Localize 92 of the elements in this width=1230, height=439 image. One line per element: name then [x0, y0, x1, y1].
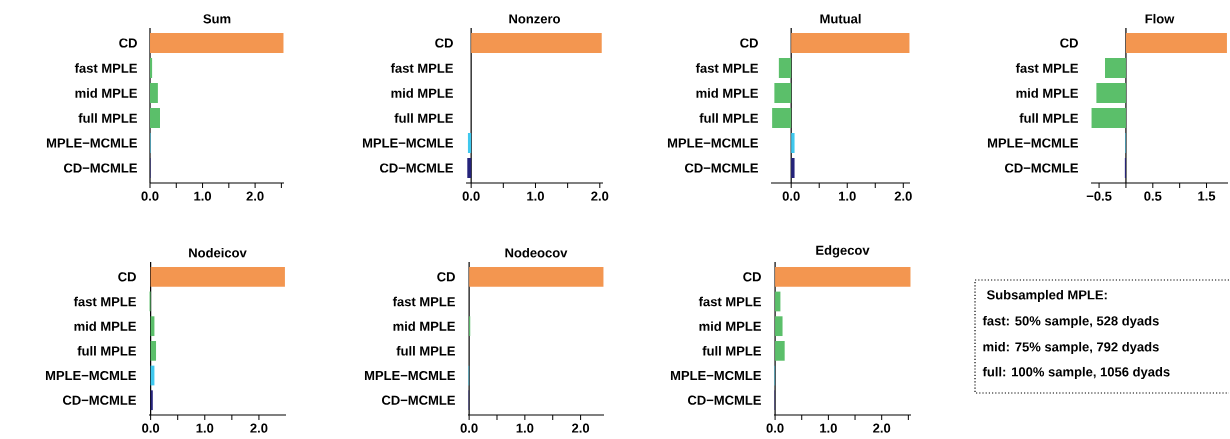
bar	[150, 108, 160, 128]
bar	[791, 158, 795, 178]
bar	[150, 33, 284, 53]
y-tick-label: MPLE−MCMLE	[46, 138, 137, 148]
y-tick-label: mid MPLE	[696, 88, 758, 98]
bar	[775, 291, 781, 312]
y-tick-label: CD−MCMLE	[62, 395, 136, 405]
y-tick-label: full MPLE	[77, 346, 136, 356]
x-tick-label: 2.0	[873, 423, 891, 433]
x-tick-label: 2.0	[246, 191, 264, 201]
x-tick-label: 2.0	[250, 423, 268, 433]
y-tick-label: CD−MCMLE	[381, 395, 455, 405]
chart-title: Nonzero	[509, 14, 560, 24]
y-tick-label: MPLE−MCMLE	[987, 138, 1078, 148]
y-tick-label: full MPLE	[702, 346, 761, 356]
y-tick-label: MPLE−MCMLE	[667, 138, 758, 148]
bar	[775, 266, 911, 287]
chart-title: Nodeicov	[189, 247, 247, 258]
y-tick-label: mid MPLE	[1016, 88, 1078, 98]
x-tick-label: 1.0	[516, 423, 534, 433]
bar	[150, 266, 285, 287]
y-tick-label: fast MPLE	[392, 296, 455, 307]
x-tick-label: 0.0	[141, 191, 159, 201]
y-tick-label: full MPLE	[1019, 113, 1078, 123]
y-tick-label: MPLE−MCMLE	[362, 138, 453, 148]
bar	[774, 83, 792, 103]
chart-title: Edgecov	[816, 245, 870, 258]
y-tick-label: mid MPLE	[699, 321, 761, 331]
bar	[775, 316, 783, 337]
y-tick-label: fast MPLE	[390, 63, 453, 73]
y-tick-label: MPLE−MCMLE	[45, 370, 136, 381]
y-tick-label: CD	[435, 38, 453, 48]
y-tick-label: CD	[743, 272, 761, 282]
bar	[772, 108, 792, 128]
y-tick-label: CD−MCMLE	[684, 163, 758, 173]
text: Subsampled MPLE:	[986, 289, 1107, 303]
chart-title: Nodeocov	[505, 247, 568, 258]
y-tick-label: CD	[1060, 38, 1078, 48]
x-tick-label: −0.5	[1086, 191, 1112, 201]
y-tick-label: mid MPLE	[75, 88, 137, 98]
bar	[150, 83, 158, 103]
x-tick-label: 0.5	[1144, 191, 1162, 201]
x-tick-label: 1.0	[194, 191, 212, 201]
x-tick-label: 1.0	[527, 191, 544, 201]
bar	[775, 340, 785, 361]
text: mid: 75% sample, 792 dyads	[983, 341, 1159, 355]
text: full: 100% sample, 1056 dyads	[982, 366, 1170, 380]
y-tick-label: fast MPLE	[74, 63, 137, 73]
chart-title: Flow	[1145, 13, 1175, 24]
bar	[791, 133, 795, 153]
y-tick-label: full MPLE	[394, 113, 453, 123]
text: fast: 50% sample, 528 dyads	[982, 315, 1159, 329]
bar	[791, 33, 910, 53]
x-tick-label: 0.0	[460, 423, 478, 433]
y-tick-label: fast MPLE	[73, 296, 136, 307]
x-tick-label: 1.0	[839, 191, 856, 201]
x-tick-label: 2.0	[591, 191, 609, 201]
y-tick-label: mid MPLE	[391, 88, 453, 98]
y-tick-label: fast MPLE	[1015, 63, 1078, 73]
y-tick-label: CD−MCMLE	[687, 395, 761, 405]
y-tick-label: CD−MCMLE	[1004, 163, 1078, 173]
x-tick-label: 1.0	[820, 423, 837, 433]
y-tick-label: CD	[437, 272, 455, 282]
x-tick-label: 1.5	[1198, 191, 1216, 201]
bar	[150, 390, 153, 411]
x-tick-label: 0.0	[462, 191, 480, 201]
x-tick-label: 0.0	[142, 423, 160, 433]
y-tick-label: full MPLE	[396, 346, 455, 356]
y-tick-label: CD−MCMLE	[379, 163, 453, 173]
x-tick-label: 0.0	[766, 423, 784, 433]
y-tick-label: CD	[119, 38, 137, 48]
x-tick-label: 2.0	[894, 191, 912, 201]
y-tick-label: MPLE−MCMLE	[364, 370, 455, 381]
x-tick-label: 1.0	[196, 423, 214, 433]
y-tick-label: mid MPLE	[393, 321, 455, 331]
y-tick-label: MPLE−MCMLE	[670, 370, 761, 381]
y-tick-label: full MPLE	[78, 113, 137, 123]
y-tick-label: CD	[118, 272, 136, 282]
bar	[469, 266, 604, 287]
y-tick-label: fast MPLE	[698, 296, 761, 307]
y-tick-label: mid MPLE	[74, 321, 136, 331]
y-tick-label: CD−MCMLE	[63, 163, 137, 173]
y-tick-label: CD	[740, 38, 758, 48]
bar	[150, 58, 153, 78]
bar	[778, 58, 792, 78]
y-tick-label: fast MPLE	[695, 63, 758, 73]
bar	[150, 340, 157, 361]
x-tick-label: 2.0	[572, 423, 590, 433]
y-tick-label: full MPLE	[699, 113, 758, 123]
chart-title: Mutual	[820, 13, 861, 24]
chart-title: Sum	[203, 14, 231, 24]
x-tick-label: 0.0	[782, 191, 800, 201]
